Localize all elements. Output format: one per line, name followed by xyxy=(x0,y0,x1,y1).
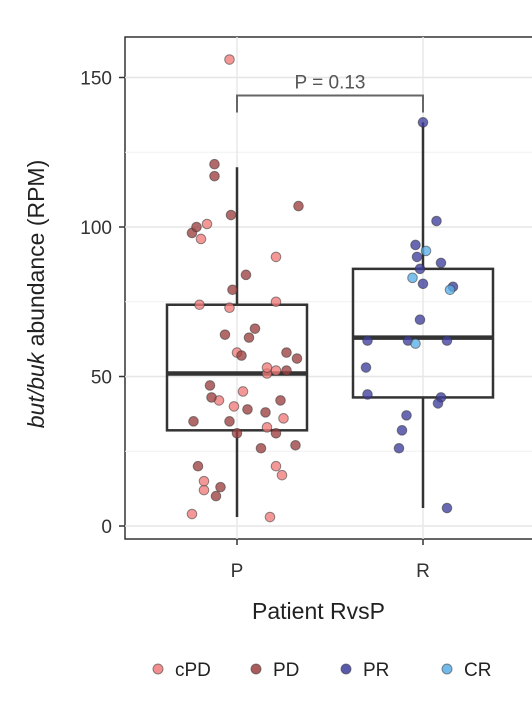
axis-layer: 0 50 100 150 P R xyxy=(80,69,430,583)
point-pd xyxy=(293,200,304,212)
point-cpd xyxy=(186,508,198,520)
y-axis-title: but/buk abundance (RPM) xyxy=(23,160,49,429)
legend-item-pd: PD xyxy=(250,660,299,681)
legend-label: cPD xyxy=(175,660,211,681)
point-pd xyxy=(281,365,292,376)
point-pr xyxy=(435,257,447,269)
point-pr xyxy=(414,314,426,325)
point-pd xyxy=(192,460,204,472)
y-tick-label: 100 xyxy=(80,218,112,239)
point-pr xyxy=(432,398,444,409)
point-pd xyxy=(275,395,286,406)
point-cpd xyxy=(195,233,207,245)
point-cpd xyxy=(270,296,282,308)
point-pd xyxy=(209,170,220,182)
point-pr xyxy=(431,215,442,227)
point-cpd xyxy=(201,218,213,230)
point-pd xyxy=(281,347,292,358)
y-tick-label: 0 xyxy=(101,517,112,538)
point-cpd xyxy=(228,401,240,412)
point-pd xyxy=(209,158,220,170)
annotation-layer: P = 0.13 xyxy=(236,72,424,113)
point-pd xyxy=(188,416,199,427)
point-cr xyxy=(420,245,432,257)
point-cpd xyxy=(198,484,210,496)
legend-item-pr: PR xyxy=(340,660,389,681)
point-pr xyxy=(362,335,373,346)
legend-swatch xyxy=(340,663,352,675)
point-pd xyxy=(236,350,247,361)
point-cpd xyxy=(278,413,289,424)
y-tick-label: 150 xyxy=(80,69,112,90)
legend-label: PR xyxy=(363,660,389,681)
point-cpd xyxy=(198,475,210,487)
point-pr xyxy=(393,442,405,454)
point-pr xyxy=(417,117,429,128)
point-cpd xyxy=(224,302,235,314)
point-pd xyxy=(227,284,238,296)
point-pr xyxy=(362,389,373,400)
point-cpd xyxy=(194,299,205,311)
point-pd xyxy=(291,353,303,364)
point-pd xyxy=(204,380,216,391)
point-cpd xyxy=(261,362,273,373)
point-cpd xyxy=(264,511,276,523)
y-tick-label: 50 xyxy=(91,368,112,389)
point-pr xyxy=(401,410,412,421)
point-pd xyxy=(243,332,255,343)
y-axis-title-rest: abundance (RPM) xyxy=(23,160,49,353)
point-cpd xyxy=(270,460,282,472)
point-cpd xyxy=(270,251,282,263)
point-cpd xyxy=(261,422,273,433)
legend-swatch xyxy=(441,663,453,675)
y-axis-title-gene: but/buk xyxy=(23,351,49,428)
x-tick-label: P xyxy=(231,561,244,582)
point-pr xyxy=(411,251,423,263)
legend-item-cpd: cPD xyxy=(152,660,211,681)
point-pr xyxy=(441,502,453,514)
point-cpd xyxy=(270,365,282,376)
point-pr xyxy=(441,335,453,346)
point-pd xyxy=(290,439,301,451)
point-pd xyxy=(191,221,202,233)
x-tick-label: R xyxy=(416,561,430,582)
point-pd xyxy=(225,209,237,221)
point-pd xyxy=(242,404,253,415)
legend-swatch xyxy=(250,663,262,675)
point-pd xyxy=(210,490,222,502)
point-pd xyxy=(260,407,271,418)
point-pr xyxy=(414,263,426,275)
x-axis-title: Patient RvsP xyxy=(252,598,385,624)
point-pd xyxy=(270,428,282,439)
pvalue-bracket xyxy=(236,94,424,113)
point-pd xyxy=(219,329,231,340)
point-pr xyxy=(396,425,408,436)
legend: cPD PD PR CR xyxy=(152,660,491,681)
point-cr xyxy=(407,272,418,284)
point-cr xyxy=(444,284,456,296)
point-cpd xyxy=(276,469,288,481)
point-layer xyxy=(186,54,459,523)
point-pd xyxy=(249,323,261,334)
legend-item-cr: CR xyxy=(441,660,491,681)
plot-frame xyxy=(124,36,532,540)
point-pr xyxy=(417,278,429,290)
point-pd xyxy=(231,428,243,439)
point-pd xyxy=(215,481,226,493)
point-cpd xyxy=(237,386,249,397)
point-pd xyxy=(240,269,252,281)
point-pd xyxy=(255,442,267,454)
point-pd xyxy=(206,392,217,403)
point-pr xyxy=(410,239,421,251)
legend-label: CR xyxy=(464,660,491,681)
legend-label: PD xyxy=(273,660,299,681)
grid-layer xyxy=(124,36,532,540)
point-cpd xyxy=(224,54,235,65)
pvalue-label: P = 0.13 xyxy=(295,72,366,93)
point-cr xyxy=(410,338,421,349)
legend-swatch xyxy=(152,663,164,675)
point-pr xyxy=(360,362,372,373)
point-pd xyxy=(224,416,235,427)
